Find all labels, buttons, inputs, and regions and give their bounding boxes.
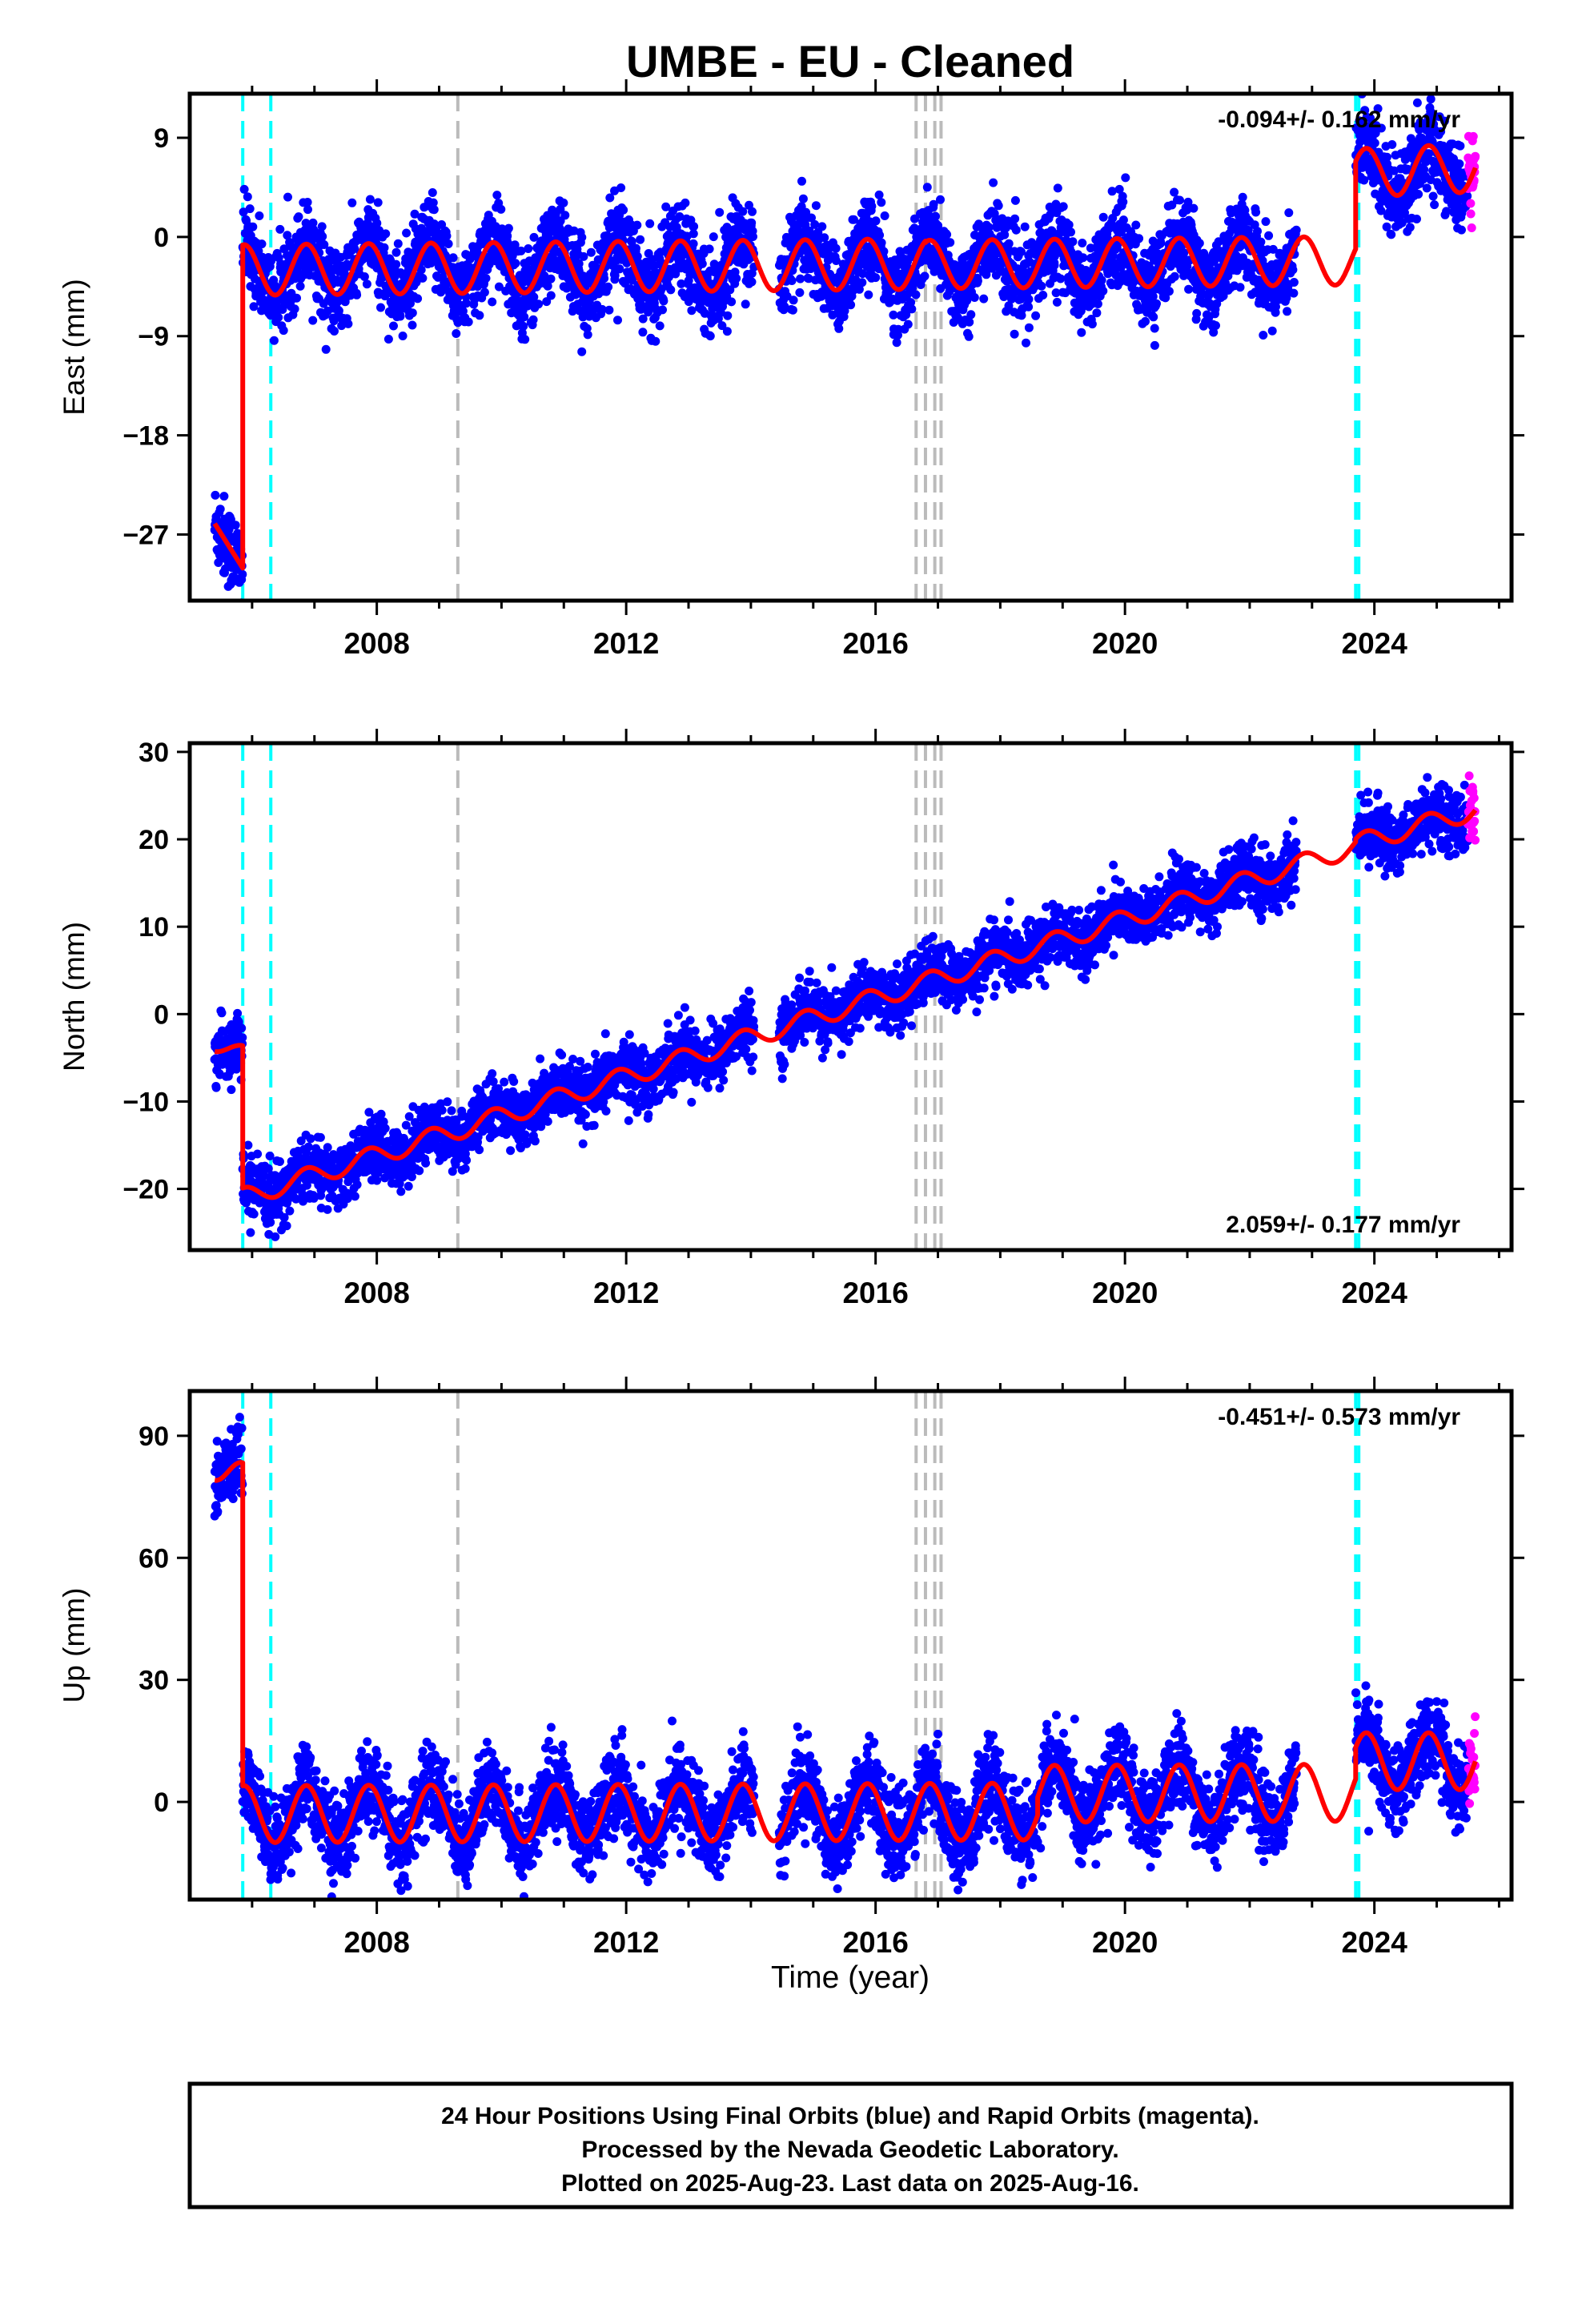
north-y-axis-label: North (mm): [58, 922, 90, 1072]
north-x-tick-label-2020: 2020: [1092, 1277, 1158, 1309]
up-y-tick-label-0: 90: [139, 1421, 169, 1452]
up-y-tick-label-1: 60: [139, 1543, 169, 1574]
up-plot-area: [210, 1391, 1480, 1900]
north-rapid-orbit-points: [1464, 771, 1480, 845]
north-y-tick-label-3: 0: [154, 999, 169, 1030]
north-model-curve: [212, 808, 1478, 1200]
up-rate-label: -0.451+/- 0.573 mm/yr: [1218, 1404, 1460, 1430]
north-y-tick-label-1: 20: [139, 825, 169, 855]
east-y-tick-label-4: −27: [122, 520, 169, 550]
north-y-tick-label-5: −20: [122, 1175, 169, 1205]
up-x-tick-label-2012: 2012: [593, 1926, 659, 1959]
north-final-orbit-points: [210, 773, 1472, 1241]
up-model-curve: [212, 1460, 1478, 1845]
up-x-tick-label-2016: 2016: [842, 1926, 908, 1959]
east-y-axis-label: East (mm): [58, 279, 90, 416]
footer-box: 24 Hour Positions Using Final Orbits (bl…: [187, 2081, 1514, 2209]
east-frame: [187, 91, 1514, 603]
up-x-tick-label-2020: 2020: [1092, 1926, 1158, 1959]
up-rapid-orbit-points: [1464, 1712, 1480, 1808]
east-y-tick-label-0: 9: [154, 123, 169, 154]
up-y-axis-label: Up (mm): [58, 1588, 90, 1703]
footer-line-processed: Processed by the Nevada Geodetic Laborat…: [581, 2137, 1118, 2163]
north-y-tick-label-4: −10: [122, 1087, 169, 1117]
up-x-tick-label-2024: 2024: [1342, 1926, 1408, 1959]
east-x-tick-label-2012: 2012: [593, 627, 659, 660]
north-y-tick-label-2: 10: [139, 912, 169, 943]
up-final-orbit-points: [210, 1413, 1472, 1900]
x-axis-label: Time (year): [771, 1960, 930, 1995]
north-x-tick-label-2016: 2016: [842, 1277, 908, 1309]
east-model-curve: [212, 143, 1478, 571]
up-frame: [187, 1389, 1514, 1902]
footer-frame: [187, 2081, 1514, 2209]
up-x-tick-label-2008: 2008: [343, 1926, 409, 1959]
north-rate-label: 2.059+/- 0.177 mm/yr: [1226, 1212, 1460, 1238]
north-plot-area: [210, 743, 1480, 1250]
east-y-tick-label-3: −18: [122, 421, 169, 452]
panel-east: 2008 2012 2016 2020 2024 9 0 −9 −18 −27 East (mm) -…: [58, 79, 1524, 660]
up-y-tick-label-2: 30: [139, 1666, 169, 1696]
east-x-tick-label-2024: 2024: [1342, 627, 1408, 660]
east-y-tick-label-2: −9: [138, 322, 169, 352]
north-frame: [187, 741, 1514, 1252]
north-x-tick-label-2008: 2008: [343, 1277, 409, 1309]
east-rate-label: -0.094+/- 0.162 mm/yr: [1218, 107, 1460, 133]
east-x-tick-label-2020: 2020: [1092, 627, 1158, 660]
chart-title: UMBE - EU - Cleaned: [626, 36, 1074, 86]
panel-up: 2008 2012 2016 2020 2024 90 60 30 0 Up (mm) -0.451…: [58, 1377, 1524, 1959]
north-x-tick-label-2012: 2012: [593, 1277, 659, 1309]
panel-north: 2008 2012 2016 2020 2024 30 20 10 0 −10 −20 North (…: [58, 729, 1524, 1309]
up-y-tick-label-3: 0: [154, 1787, 169, 1818]
east-x-tick-label-2008: 2008: [343, 627, 409, 660]
east-plot-area: [210, 94, 1480, 601]
east-y-tick-label-1: 0: [154, 223, 169, 253]
east-final-orbit-points: [210, 94, 1472, 601]
north-x-tick-label-2024: 2024: [1342, 1277, 1408, 1309]
footer-line-dates: Plotted on 2025-Aug-23. Last data on 202…: [561, 2170, 1139, 2197]
footer-line-orbits: 24 Hour Positions Using Final Orbits (bl…: [441, 2103, 1259, 2129]
east-x-tick-label-2016: 2016: [842, 627, 908, 660]
north-y-tick-label-0: 30: [139, 738, 169, 768]
